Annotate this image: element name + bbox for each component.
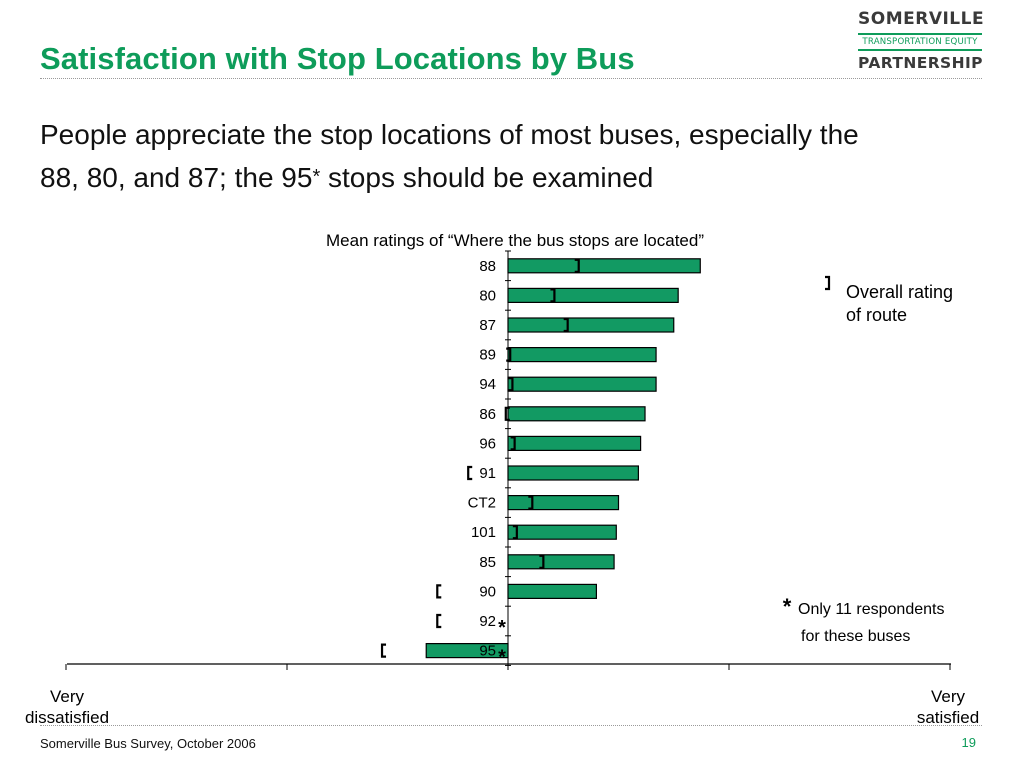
logo-rule-top bbox=[858, 33, 982, 35]
overall-rating-marker-94 bbox=[508, 377, 514, 392]
small-sample-asterisk-95: * bbox=[498, 647, 506, 669]
x-axis-left-label: Very dissatisfied bbox=[25, 687, 109, 727]
overall-rating-marker-96 bbox=[510, 436, 516, 451]
overall-rating-marker-101 bbox=[512, 525, 518, 540]
bar-96 bbox=[507, 435, 642, 451]
category-label-95: 95 bbox=[479, 643, 496, 660]
title-divider bbox=[40, 78, 982, 79]
category-label-92: 92 bbox=[479, 613, 496, 630]
logo-line-2: TRANSPORTATION EQUITY bbox=[862, 37, 978, 47]
bar-101 bbox=[507, 524, 617, 540]
footer-source: Somerville Bus Survey, October 2006 bbox=[40, 736, 256, 751]
note-asterisk: * bbox=[783, 594, 792, 619]
logo-line-1: SOMERVILLE bbox=[858, 9, 985, 29]
overall-rating-marker-CT2 bbox=[528, 495, 534, 510]
chart-title: Mean ratings of “Where the bus stops are… bbox=[326, 231, 704, 250]
headline-tail: stops should be examined bbox=[320, 162, 654, 193]
headline-text: People appreciate the stop locations of … bbox=[40, 119, 859, 193]
bar-90 bbox=[507, 583, 598, 600]
bar-85 bbox=[507, 554, 615, 570]
category-label-86: 86 bbox=[479, 406, 496, 423]
somerville-logo: SOMERVILLE TRANSPORTATION EQUITY PARTNER… bbox=[858, 8, 985, 72]
bar-91 bbox=[507, 465, 639, 481]
category-label-101: 101 bbox=[471, 524, 496, 541]
bar-88 bbox=[507, 258, 701, 274]
category-label-94: 94 bbox=[479, 376, 496, 393]
slide-headline: People appreciate the stop locations of … bbox=[40, 114, 880, 199]
overall-rating-marker-92 bbox=[436, 613, 442, 629]
category-label-88: 88 bbox=[479, 258, 496, 275]
bar-94 bbox=[507, 376, 657, 392]
footer-divider bbox=[40, 725, 982, 726]
category-label-89: 89 bbox=[479, 347, 496, 364]
small-sample-asterisk-92: * bbox=[498, 617, 506, 639]
overall-rating-marker-86 bbox=[504, 406, 510, 421]
overall-rating-marker-85 bbox=[539, 554, 545, 569]
category-label-91: 91 bbox=[479, 465, 496, 482]
legend-label: Overall rating of route bbox=[846, 282, 953, 325]
logo-line-3: PARTNERSHIP bbox=[858, 54, 983, 72]
category-label-90: 90 bbox=[479, 583, 496, 600]
legend-marker bbox=[825, 275, 831, 291]
note-text-line-1: Only 11 respondents bbox=[798, 601, 944, 618]
slide-title: Satisfaction with Stop Locations by Bus bbox=[40, 41, 635, 76]
bar-87 bbox=[507, 317, 675, 333]
page-number: 19 bbox=[961, 735, 976, 750]
logo-rule-bottom bbox=[858, 49, 982, 51]
overall-rating-marker-87 bbox=[563, 317, 569, 333]
overall-rating-marker-90 bbox=[436, 584, 442, 599]
headline-asterisk: * bbox=[312, 166, 321, 188]
bar-86 bbox=[507, 406, 646, 422]
x-axis-right-label: Very satisfied bbox=[917, 687, 979, 727]
bar-89 bbox=[507, 347, 657, 363]
bar-CT2 bbox=[507, 495, 620, 511]
category-label-96: 96 bbox=[479, 435, 496, 452]
bar-80 bbox=[507, 287, 679, 303]
overall-rating-marker-95 bbox=[380, 643, 387, 658]
category-label-80: 80 bbox=[479, 287, 496, 304]
overall-rating-marker-80 bbox=[550, 288, 556, 303]
bar-95 bbox=[425, 642, 509, 659]
overall-rating-marker-91 bbox=[467, 465, 473, 481]
category-label-CT2: CT2 bbox=[468, 495, 496, 512]
overall-rating-marker-89 bbox=[506, 347, 512, 362]
overall-rating-marker-88 bbox=[574, 258, 580, 273]
note-text-line-2: for these buses bbox=[801, 628, 910, 645]
category-label-87: 87 bbox=[479, 317, 496, 334]
category-label-85: 85 bbox=[479, 554, 496, 571]
